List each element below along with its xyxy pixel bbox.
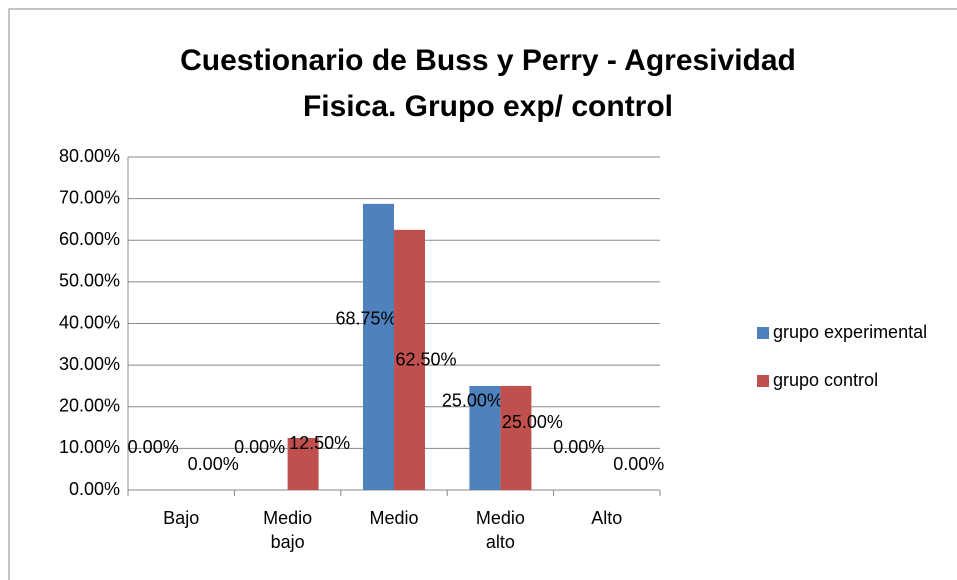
data-label: 0.00% xyxy=(188,454,239,474)
x-tick-label: Bajo xyxy=(163,508,200,528)
bar xyxy=(500,385,532,490)
legend-swatch xyxy=(757,327,769,339)
data-label: 62.50% xyxy=(395,350,456,370)
y-tick-label: 20.00% xyxy=(59,396,120,416)
bar xyxy=(469,385,501,490)
y-tick-label: 60.00% xyxy=(59,229,120,249)
bar xyxy=(363,203,394,490)
y-tick-label: 10.00% xyxy=(59,437,120,457)
x-tick-label: Medio alto xyxy=(475,508,525,552)
data-label: 25.00% xyxy=(442,390,503,410)
data-label: 25.00% xyxy=(502,412,563,432)
x-tick-label: Alto xyxy=(591,508,623,528)
x-tick-label: Medio xyxy=(369,508,419,528)
y-tick-label: 0.00% xyxy=(69,479,120,499)
legend-label: grupo control xyxy=(773,370,878,390)
y-tick-label: 80.00% xyxy=(59,146,120,166)
chart-border xyxy=(8,8,957,580)
legend-swatch xyxy=(757,375,769,387)
data-label: 68.75% xyxy=(335,308,396,328)
bar xyxy=(394,229,425,490)
y-tick-label: 50.00% xyxy=(59,271,120,291)
y-tick-label: 30.00% xyxy=(59,354,120,374)
data-label: 0.00% xyxy=(128,437,179,457)
y-tick-label: 70.00% xyxy=(59,187,120,207)
data-label: 0.00% xyxy=(553,437,604,457)
x-tick-label: Medio bajo xyxy=(263,508,313,552)
data-label: 0.00% xyxy=(613,454,664,474)
data-label: 0.00% xyxy=(234,437,285,457)
y-tick-label: 40.00% xyxy=(59,312,120,332)
chart-title: Cuestionario de Buss y Perry - Agresivid… xyxy=(180,44,796,123)
bar xyxy=(287,437,319,490)
data-label: 12.50% xyxy=(289,433,350,453)
legend-label: grupo experimental xyxy=(773,322,927,342)
